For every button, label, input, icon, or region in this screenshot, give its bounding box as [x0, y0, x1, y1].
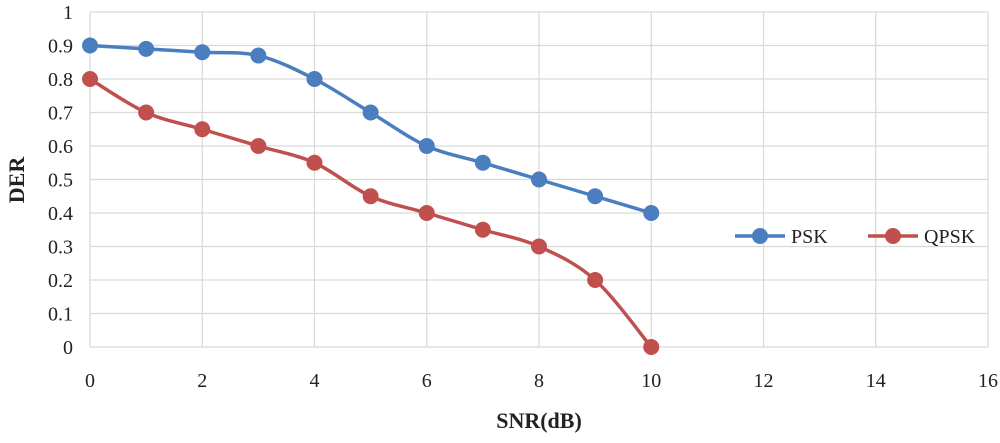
- data-point-qpsk: [82, 71, 98, 87]
- data-point-psk: [531, 171, 547, 188]
- series-layer: [82, 37, 660, 355]
- x-tick-label: 8: [534, 370, 544, 392]
- data-point-psk: [194, 44, 211, 61]
- y-axis-label: DER: [4, 156, 29, 204]
- y-tick-label: 0.9: [48, 36, 73, 58]
- data-point-psk: [362, 104, 379, 121]
- x-tick-label: 16: [978, 370, 998, 392]
- x-tick-label: 6: [422, 370, 432, 392]
- y-tick-label: 0.3: [48, 237, 73, 259]
- x-tick-label: 4: [310, 370, 320, 392]
- legend-label-psk: PSK: [791, 226, 828, 248]
- y-tick-label: 0.2: [48, 270, 73, 292]
- y-tick-label: 1: [63, 2, 73, 24]
- data-point-psk: [587, 188, 604, 205]
- y-tick-label: 0.5: [48, 170, 73, 192]
- data-point-qpsk: [194, 121, 211, 138]
- legend: PSK QPSK: [735, 226, 976, 248]
- tick-labels: 00.10.20.30.40.50.60.70.80.910 2 4 6 8 10 12 14…: [48, 2, 998, 392]
- data-point-qpsk: [138, 104, 155, 121]
- x-tick-label: 0: [85, 370, 95, 392]
- data-point-qpsk: [418, 205, 435, 221]
- series-line-psk: [89, 43, 652, 215]
- data-point-psk: [250, 47, 267, 64]
- data-point-psk: [418, 138, 435, 154]
- y-tick-label: 0: [63, 337, 73, 359]
- y-tick-label: 0.7: [48, 103, 73, 125]
- data-point-qpsk: [643, 339, 660, 355]
- x-tick-label: 12: [754, 370, 774, 392]
- legend-label-qpsk: QPSK: [924, 226, 976, 248]
- y-tick-label: 0.8: [48, 69, 73, 91]
- legend-marker-psk: [752, 228, 768, 244]
- x-tick-label: 10: [641, 370, 661, 392]
- x-tick-label: 2: [197, 370, 207, 392]
- data-point-qpsk: [474, 221, 491, 238]
- data-point-qpsk: [362, 188, 379, 205]
- y-tick-label: 0.6: [48, 136, 73, 158]
- legend-marker-qpsk: [885, 228, 901, 244]
- y-tick-label: 0.1: [48, 304, 73, 326]
- data-point-qpsk: [531, 238, 547, 255]
- x-axis-label: SNR(dB): [496, 408, 582, 433]
- data-point-psk: [82, 37, 98, 54]
- data-point-psk: [474, 154, 491, 171]
- data-point-qpsk: [306, 154, 323, 171]
- data-point-qpsk: [587, 272, 604, 288]
- data-point-psk: [643, 205, 660, 221]
- data-point-qpsk: [250, 138, 267, 154]
- data-point-psk: [138, 40, 155, 57]
- x-tick-label: 14: [866, 370, 886, 392]
- data-point-psk: [306, 71, 323, 87]
- y-tick-label: 0.4: [48, 203, 73, 225]
